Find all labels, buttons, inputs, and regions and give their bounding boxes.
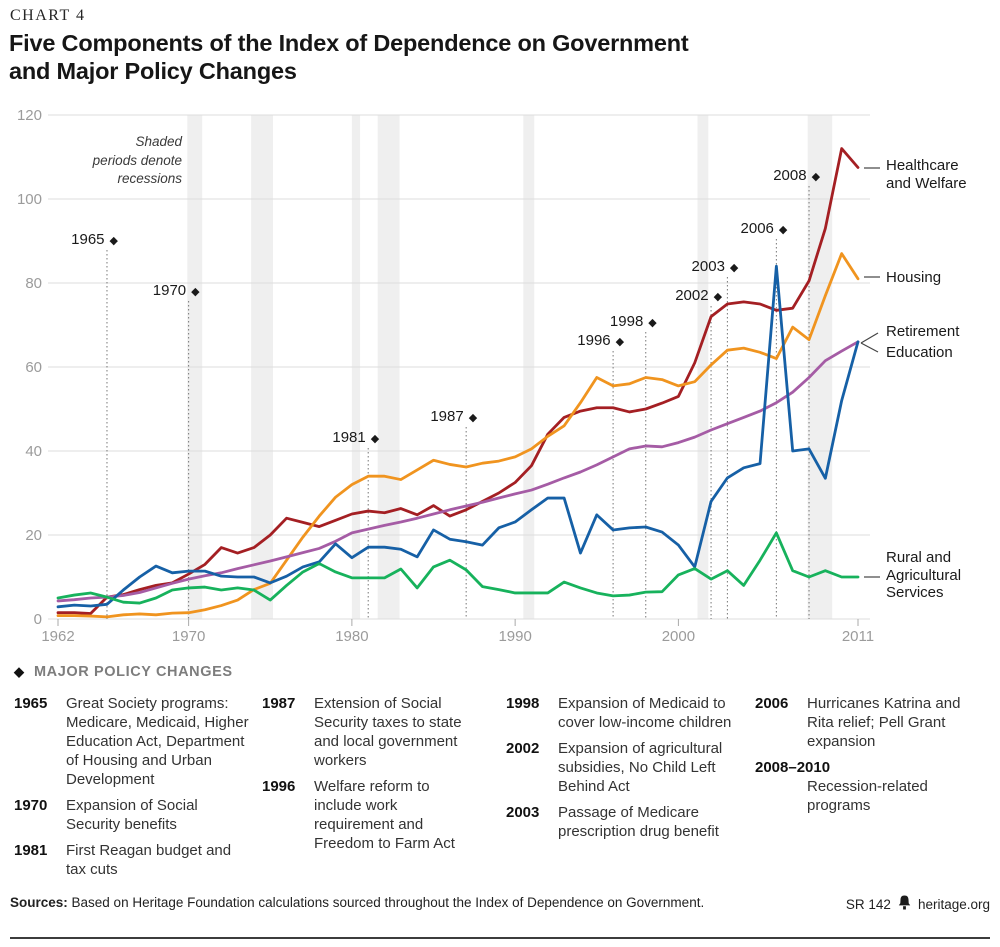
report-id: SR 142 bbox=[845, 896, 891, 912]
diamond-icon: ◆ bbox=[14, 664, 24, 679]
series-label-housing: Housing bbox=[886, 269, 942, 286]
diamond-icon: ◆ bbox=[729, 262, 739, 274]
policy-entry-year: 2006 bbox=[755, 695, 789, 712]
x-axis-tick-label: 1962 bbox=[41, 628, 75, 645]
policy-marker-1970: 1970 ◆ bbox=[152, 282, 200, 299]
policy-entry-year: 1996 bbox=[262, 778, 296, 795]
policy-marker-1996: 1996 ◆ bbox=[577, 332, 625, 349]
label-leader-line bbox=[860, 342, 879, 353]
bottom-rule bbox=[10, 937, 990, 939]
series-line-healthcare bbox=[56, 147, 860, 615]
policy-entry-1970: 1970 Expansion of Social Security benefit… bbox=[14, 796, 254, 834]
policy-entry-year: 2008–2010 bbox=[755, 759, 831, 776]
policy-entry-text: Hurricanes Katrina and Rita relief; Pell… bbox=[807, 695, 961, 750]
policy-entry-1965: 1965 Great Society programs: Medicare, Me… bbox=[14, 694, 254, 789]
policy-marker-1998: 1998 ◆ bbox=[609, 313, 657, 330]
heritage-bell-icon bbox=[898, 895, 911, 913]
diamond-icon: ◆ bbox=[468, 412, 478, 424]
series-label-retirement: Retirement bbox=[886, 323, 960, 340]
policy-entry-text: Welfare reform to include work requireme… bbox=[314, 778, 455, 852]
policy-marker-1965: 1965 ◆ bbox=[71, 231, 118, 248]
policy-column-4: 2006 Hurricanes Katrina and Rita relief; … bbox=[755, 694, 975, 822]
policy-entry-2006: 2006 Hurricanes Katrina and Rita relief; … bbox=[755, 694, 975, 751]
diamond-icon: ◆ bbox=[191, 286, 200, 298]
policy-marker-2003: 2003 ◆ bbox=[691, 258, 739, 275]
policy-entry-text: Expansion of Social Security benefits bbox=[66, 797, 198, 833]
chart-number-label: CHART 4 bbox=[10, 7, 86, 24]
policy-column-3: 1998 Expansion of Medicaid to cover low-i… bbox=[506, 694, 738, 848]
policy-entry-text: Extension of Social Security taxes to st… bbox=[314, 695, 462, 769]
y-axis-tick-label: 60 bbox=[25, 359, 42, 376]
policy-entry-2008–2010: 2008–2010 Recession-related programs bbox=[755, 758, 975, 815]
page-title: Five Components of the Index of Dependen… bbox=[9, 29, 789, 85]
series-label-education: Education bbox=[886, 344, 953, 361]
x-axis-tick-label: 2000 bbox=[661, 628, 696, 645]
policy-entry-1998: 1998 Expansion of Medicaid to cover low-i… bbox=[506, 694, 738, 732]
policy-entry-year: 1965 bbox=[14, 695, 48, 712]
diamond-icon: ◆ bbox=[778, 224, 788, 236]
policy-entry-year: 2002 bbox=[506, 740, 540, 757]
x-axis-tick-label: 1990 bbox=[498, 628, 532, 645]
sources-line: Sources: Based on Heritage Foundation ca… bbox=[10, 895, 705, 910]
diamond-icon: ◆ bbox=[713, 291, 723, 303]
label-leader-line bbox=[860, 332, 879, 344]
site-link: heritage.org bbox=[917, 896, 990, 912]
diamond-icon: ◆ bbox=[370, 433, 380, 445]
diamond-icon: ◆ bbox=[811, 171, 821, 183]
policy-legend-header: ◆ MAJOR POLICY CHANGES bbox=[14, 664, 233, 680]
policy-marker-2002: 2002 ◆ bbox=[675, 287, 723, 304]
series-line-housing bbox=[56, 252, 860, 619]
policy-entry-text: First Reagan budget and tax cuts bbox=[66, 842, 232, 878]
x-axis-tick-label: 2011 bbox=[841, 628, 875, 645]
policy-entry-year: 1998 bbox=[506, 695, 540, 712]
policy-entry-1987: 1987 Extension of Social Security taxes t… bbox=[262, 694, 478, 770]
policy-entry-1981: 1981 First Reagan budget and tax cuts bbox=[14, 841, 254, 879]
diamond-icon: ◆ bbox=[648, 317, 657, 329]
policy-marker-1981: 1981 ◆ bbox=[332, 429, 380, 446]
policy-marker-1987: 1987 ◆ bbox=[430, 408, 478, 425]
x-axis-tick-label: 1980 bbox=[335, 628, 369, 645]
series-label-healthcare: Healthcare and Welfare bbox=[886, 157, 967, 192]
series-line-retirement bbox=[56, 340, 860, 603]
policy-entry-2002: 2002 Expansion of agricultural subsidies,… bbox=[506, 739, 738, 796]
policy-entry-year: 2003 bbox=[506, 804, 540, 821]
series-line-rural bbox=[56, 531, 860, 605]
series-label-rural: Rural and Agricultural Services bbox=[886, 549, 962, 601]
policy-entry-year: 1981 bbox=[14, 842, 48, 859]
title-line-1: Five Components of the Index of Dependen… bbox=[9, 30, 689, 56]
y-axis-tick-label: 20 bbox=[25, 527, 42, 544]
policy-entry-year: 1970 bbox=[14, 797, 48, 814]
policy-column-1: 1965 Great Society programs: Medicare, Me… bbox=[14, 694, 254, 886]
policy-column-2: 1987 Extension of Social Security taxes t… bbox=[262, 694, 478, 860]
policy-entry-1996: 1996 Welfare reform to include work requi… bbox=[262, 777, 478, 853]
diamond-icon: ◆ bbox=[109, 235, 118, 247]
policy-marker-2006: 2006 ◆ bbox=[740, 220, 788, 237]
policy-entry-year: 1987 bbox=[262, 695, 296, 712]
policy-entry-text: Recession-related programs bbox=[807, 778, 928, 814]
line-chart-canvas bbox=[48, 114, 880, 626]
title-line-2: and Major Policy Changes bbox=[9, 58, 297, 84]
y-axis-tick-label: 120 bbox=[16, 107, 42, 124]
y-axis-tick-label: 40 bbox=[25, 443, 42, 460]
policy-entry-2003: 2003 Passage of Medicare prescription dru… bbox=[506, 803, 738, 841]
policy-entry-text: Expansion of agricultural subsidies, No … bbox=[558, 740, 723, 795]
y-axis-tick-label: 100 bbox=[16, 191, 42, 208]
series-line-education bbox=[56, 264, 860, 609]
footer-right: SR 142 heritage.org bbox=[846, 895, 990, 913]
diamond-icon: ◆ bbox=[615, 336, 625, 348]
footer: Sources: Based on Heritage Foundation ca… bbox=[10, 895, 990, 913]
y-axis-tick-label: 80 bbox=[25, 275, 42, 292]
policy-entry-text: Expansion of Medicaid to cover low-incom… bbox=[558, 695, 732, 731]
x-axis-tick-label: 1970 bbox=[171, 628, 206, 645]
recession-note: Shaded periods denote recessions bbox=[92, 134, 182, 186]
policy-entry-text: Passage of Medicare prescription drug be… bbox=[558, 804, 719, 840]
policy-marker-2008: 2008 ◆ bbox=[773, 167, 821, 184]
y-axis-tick-label: 0 bbox=[33, 611, 42, 628]
policy-entry-text: Great Society programs: Medicare, Medica… bbox=[66, 695, 249, 788]
